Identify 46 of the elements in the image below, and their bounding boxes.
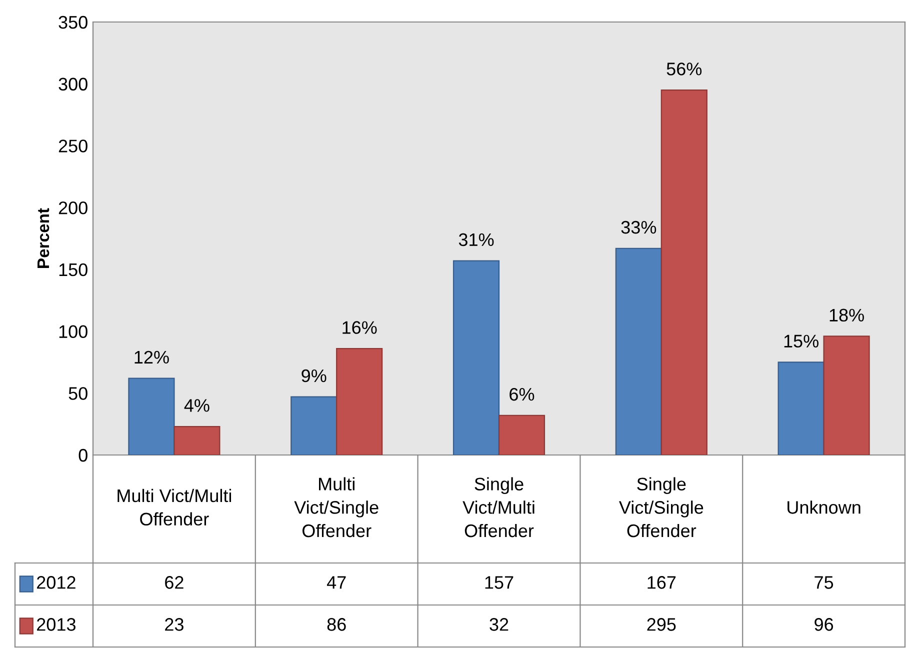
bar xyxy=(778,362,824,455)
data-label: 62 xyxy=(165,576,184,589)
data-label: 32 xyxy=(490,618,508,631)
annotation: 56% xyxy=(666,62,702,76)
y-tick-label: 250 xyxy=(58,140,88,152)
x-tick-label: Unknown xyxy=(788,500,860,514)
bar xyxy=(823,336,870,455)
y-tick-label: 200 xyxy=(58,202,88,214)
y-tick-label: 150 xyxy=(59,263,88,276)
data-label: 75 xyxy=(814,576,834,589)
bar xyxy=(615,248,662,455)
annotation: 12% xyxy=(134,350,169,364)
x-tick-label: Multi Vict/Single Offender xyxy=(294,477,378,538)
annotation: 6% xyxy=(510,388,534,401)
data-label: 23 xyxy=(165,618,184,631)
legend-label: 2013 xyxy=(37,618,76,631)
y-tick-label: 350 xyxy=(58,16,88,29)
data-label: 157 xyxy=(485,576,514,589)
y-tick-label: 100 xyxy=(59,325,88,338)
annotation: 4% xyxy=(184,399,210,412)
x-tick-label: Single Vict/Single Offender xyxy=(618,477,704,538)
y-tick-label: 0 xyxy=(78,448,88,462)
data-label: 295 xyxy=(647,618,676,631)
annotation: 16% xyxy=(342,321,377,334)
bar xyxy=(660,89,708,455)
x-tick-label: Multi Vict/Multi Offender xyxy=(118,488,232,526)
annotation: 15% xyxy=(784,334,818,348)
bar xyxy=(498,414,546,455)
data-label: 47 xyxy=(326,576,346,589)
annotation: 9% xyxy=(302,369,326,382)
y-tick-label: 300 xyxy=(58,78,88,91)
bar xyxy=(336,348,383,455)
bar xyxy=(452,260,500,455)
bar xyxy=(290,396,338,455)
data-label: 167 xyxy=(648,576,676,589)
y-axis-title: Percent xyxy=(38,208,50,268)
annotation: 31% xyxy=(458,233,494,246)
bar xyxy=(174,426,220,455)
data-label: 86 xyxy=(327,618,346,631)
annotation: 18% xyxy=(830,308,864,322)
data-label: 96 xyxy=(814,618,834,631)
annotation: 33% xyxy=(621,220,656,234)
legend-label: 2012 xyxy=(37,576,76,589)
x-tick-label: Single Vict/Multi Offender xyxy=(462,477,534,538)
y-tick-label: 50 xyxy=(68,387,88,400)
bar xyxy=(128,378,175,455)
